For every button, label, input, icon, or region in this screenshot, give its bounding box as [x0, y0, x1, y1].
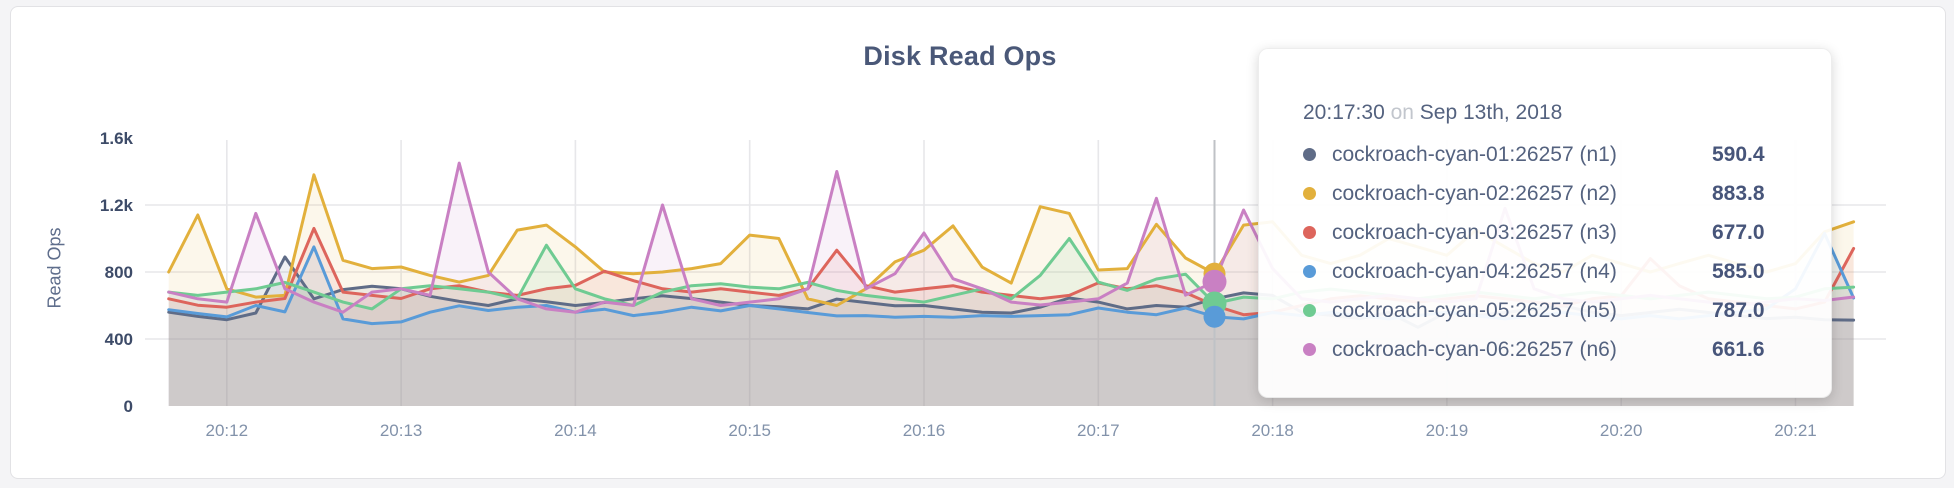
series-label: cockroach-cyan-06:26257 (n6): [1332, 337, 1617, 361]
series-label: cockroach-cyan-05:26257 (n5): [1332, 298, 1617, 322]
series-label: cockroach-cyan-02:26257 (n2): [1332, 181, 1617, 205]
chart-title: Disk Read Ops: [863, 41, 1057, 71]
series-value: 677.0: [1712, 220, 1765, 244]
y-tick-label: 1.2k: [100, 196, 134, 215]
tooltip-time: 20:17:30: [1303, 101, 1385, 124]
series-color-dot: [1303, 304, 1316, 317]
highlight-dot-n4: [1203, 305, 1226, 328]
tooltip-series-row: cockroach-cyan-01:26257 (n1) 590.4: [1303, 135, 1795, 174]
y-tick-label: 400: [105, 330, 133, 349]
x-tick-label: 20:19: [1426, 421, 1469, 440]
tooltip-series-row: cockroach-cyan-02:26257 (n2) 883.8: [1303, 174, 1795, 213]
tooltip-series-row: cockroach-cyan-03:26257 (n3) 677.0: [1303, 213, 1795, 252]
series-color-dot: [1303, 343, 1316, 356]
x-tick-label: 20:18: [1251, 421, 1294, 440]
x-tick-label: 20:20: [1600, 421, 1643, 440]
y-tick-label: 1.6k: [100, 129, 134, 148]
x-tick-label: 20:15: [728, 421, 771, 440]
x-tick-label: 20:16: [903, 421, 946, 440]
tooltip-series-row: cockroach-cyan-06:26257 (n6) 661.6: [1303, 330, 1795, 369]
series-label: cockroach-cyan-04:26257 (n4): [1332, 259, 1617, 283]
x-tick-label: 20:13: [380, 421, 423, 440]
x-tick-label: 20:17: [1077, 421, 1120, 440]
tooltip-series-row: cockroach-cyan-04:26257 (n4) 585.0: [1303, 252, 1795, 291]
series-color-dot: [1303, 265, 1316, 278]
y-tick-label: 0: [124, 397, 133, 416]
tooltip-series-row: cockroach-cyan-05:26257 (n5) 787.0: [1303, 291, 1795, 330]
x-tick-label: 20:12: [206, 421, 249, 440]
x-tick-label: 20:21: [1774, 421, 1817, 440]
highlight-dot-n6: [1202, 269, 1227, 294]
series-color-dot: [1303, 148, 1316, 161]
series-color-dot: [1303, 187, 1316, 200]
y-tick-label: 800: [105, 263, 133, 282]
tooltip-series-list: cockroach-cyan-01:26257 (n1) 590.4 cockroa…: [1303, 135, 1795, 369]
series-value: 883.8: [1712, 181, 1765, 205]
tooltip-on-word: on: [1390, 101, 1414, 124]
series-color-dot: [1303, 226, 1316, 239]
tooltip-date: Sep 13th, 2018: [1419, 101, 1563, 124]
series-label: cockroach-cyan-01:26257 (n1): [1332, 142, 1617, 166]
series-label: cockroach-cyan-03:26257 (n3): [1332, 220, 1617, 244]
tooltip-timestamp: 20:17:30 on Sep 13th, 2018: [1303, 99, 1795, 127]
hover-tooltip: 20:17:30 on Sep 13th, 2018 cockroach-cya…: [1258, 48, 1832, 398]
series-value: 590.4: [1712, 142, 1765, 166]
series-value: 585.0: [1712, 259, 1765, 283]
series-value: 661.6: [1712, 337, 1765, 361]
x-tick-label: 20:14: [554, 421, 597, 440]
series-value: 787.0: [1712, 298, 1765, 322]
